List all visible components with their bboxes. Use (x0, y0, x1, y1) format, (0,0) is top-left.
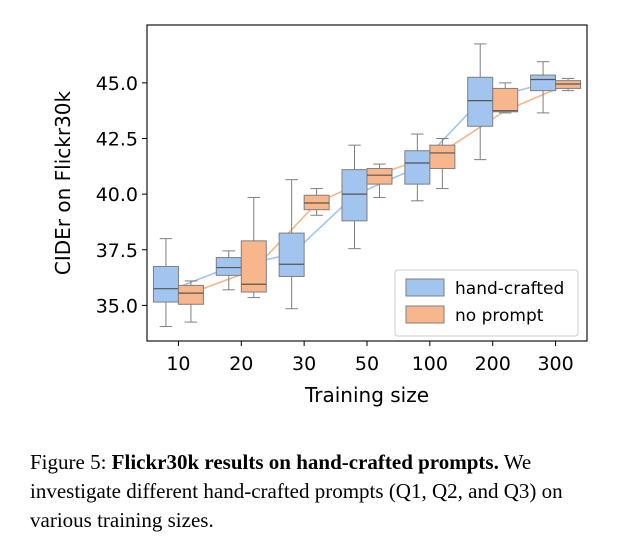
x-tick-label: 10 (166, 353, 190, 375)
box-no-prompt-100 (429, 144, 456, 170)
caption-prefix: Figure 5: (30, 450, 112, 474)
x-tick-label: 300 (537, 353, 573, 375)
figure-caption: Figure 5: Flickr30k results on hand-craf… (30, 448, 620, 535)
x-axis-label: Training size (304, 383, 429, 407)
box-hand-crafted-30 (278, 232, 305, 277)
x-tick-label: 200 (475, 353, 511, 375)
box-hand-crafted-200 (467, 76, 494, 127)
box-no-prompt-10 (177, 284, 204, 305)
legend-swatch-no-prompt (405, 305, 445, 324)
box-hand-crafted-20 (215, 257, 242, 276)
box-hand-crafted-10 (152, 265, 179, 303)
y-axis-label: CIDEr on Flickr30k (51, 90, 75, 275)
box-no-prompt-200 (492, 87, 519, 113)
y-tick-label: 37.5 (96, 240, 138, 262)
box-no-prompt-20 (240, 240, 267, 293)
chart: 35.0 37.5 40.0 42.5 45.0 10 20 30 50 100 200 300 CI… (51, 24, 588, 407)
legend-swatch-hand-crafted (405, 278, 445, 297)
caption-title: Flickr30k results on hand-crafted prompt… (111, 450, 499, 474)
legend: hand-crafted no prompt (394, 269, 579, 337)
y-tick-label: 35.0 (96, 295, 138, 317)
box-hand-crafted-300 (530, 74, 557, 92)
x-tick-label: 30 (292, 353, 316, 375)
y-tick-label: 45.0 (96, 73, 138, 95)
caption-body: We investigate different hand-crafted pr… (30, 450, 563, 532)
box-hand-crafted-100 (404, 150, 431, 185)
y-tick-label: 42.5 (96, 128, 138, 150)
x-tick-label: 50 (355, 353, 379, 375)
box-no-prompt-50 (366, 168, 393, 185)
x-tick-label: 100 (412, 353, 448, 375)
y-tick-label: 40.0 (96, 184, 138, 206)
x-tick-label: 20 (229, 353, 253, 375)
plot-area: 35.0 37.5 40.0 42.5 45.0 10 20 30 50 100 200 300 (96, 24, 588, 375)
legend-label-no-prompt: no prompt (455, 306, 544, 326)
box-hand-crafted-50 (341, 169, 368, 222)
legend-label-hand-crafted: hand-crafted (455, 279, 564, 299)
